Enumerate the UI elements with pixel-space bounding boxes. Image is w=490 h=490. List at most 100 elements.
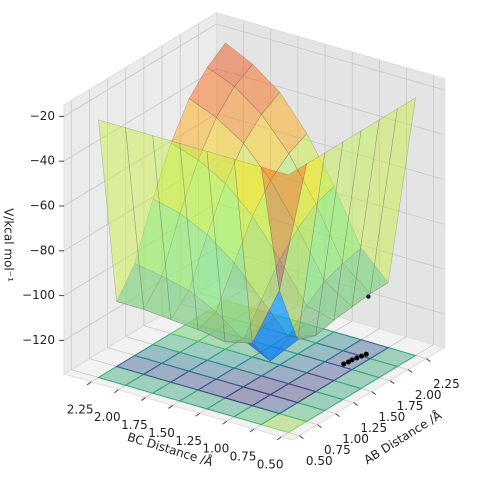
grid-line <box>63 68 217 162</box>
grid-line <box>216 202 445 270</box>
x-tick <box>407 369 413 374</box>
surface-cell <box>297 141 344 341</box>
surface-cell <box>152 142 199 214</box>
y-tick <box>222 420 228 425</box>
x-tick-label: 1.75 <box>397 399 424 413</box>
x-tick <box>353 402 359 407</box>
y-tick-label: 1.00 <box>202 442 229 456</box>
surface-cell <box>261 258 308 338</box>
surface-cell <box>315 185 362 264</box>
surface-cell <box>233 158 280 345</box>
surface-cell <box>143 275 190 320</box>
y-tick <box>86 381 92 386</box>
z-tick-label: −60 <box>30 199 55 213</box>
surface-cell <box>252 179 299 261</box>
surface-cell <box>215 262 262 341</box>
surface-cell <box>369 97 416 295</box>
surface-cell <box>342 247 389 294</box>
surface-cell <box>179 142 226 343</box>
surface-cell <box>279 152 326 341</box>
floor-contour-cell <box>206 299 254 320</box>
trajectory-point <box>345 359 351 365</box>
surface-cell <box>125 127 172 320</box>
surface-cell <box>324 262 371 308</box>
x-tick-label: 1.25 <box>360 421 387 435</box>
x-tick-label: 2.25 <box>433 377 460 391</box>
y-tick-label: 2.25 <box>67 402 94 416</box>
y-tick-label: 1.75 <box>121 418 148 432</box>
x-tick <box>371 391 377 396</box>
surface-cell <box>206 182 253 264</box>
y-tick-label: 1.25 <box>175 434 202 448</box>
x-tick <box>298 435 304 440</box>
y-tick <box>276 436 282 441</box>
grid-line <box>216 68 445 136</box>
surface-cell <box>170 98 217 161</box>
surface-cell <box>243 113 290 181</box>
surface-cell <box>224 142 271 217</box>
grid-line <box>63 158 217 252</box>
z-tick-label: −40 <box>30 154 55 168</box>
z-tick-label: −120 <box>22 333 55 347</box>
surface-cell <box>98 119 145 310</box>
surface-cell <box>116 263 163 310</box>
y-tick <box>113 389 119 394</box>
trajectory-point <box>349 357 355 363</box>
grid-line <box>216 113 445 180</box>
surface-cell <box>134 198 181 277</box>
x-tick-label: 2.00 <box>415 388 442 402</box>
trajectory-point <box>359 353 365 359</box>
surface-cell <box>351 108 398 308</box>
x-tick-label: 1.00 <box>342 432 369 446</box>
z-tick-label: −20 <box>30 109 55 123</box>
x-tick-label: 1.50 <box>379 410 406 424</box>
surface-cell <box>188 66 235 118</box>
trajectory-point <box>363 351 369 357</box>
x-tick-label: 0.75 <box>324 443 351 457</box>
surface-cell <box>197 116 244 184</box>
y-tick-label: 0.50 <box>257 457 284 471</box>
surface-cell <box>251 289 298 362</box>
y-tick-label: 0.75 <box>230 450 257 464</box>
surface-cell <box>242 299 289 362</box>
y-tick-label: 2.00 <box>94 410 121 424</box>
grid-line <box>63 113 217 207</box>
x-tick <box>426 358 431 363</box>
surface-cell <box>152 135 199 330</box>
surface-cell <box>261 91 308 155</box>
grid-line <box>63 23 217 117</box>
grid-line <box>63 247 217 341</box>
surface-cell <box>206 42 254 87</box>
surface-cell <box>297 203 344 282</box>
surface-cell <box>234 63 281 115</box>
x-tick <box>335 413 340 418</box>
z-tick-label: −100 <box>22 288 55 302</box>
grid-line <box>216 23 445 91</box>
y-tick <box>141 397 146 401</box>
surface-cell <box>161 212 208 291</box>
z-axis-label: V/kcal mol⁻¹ <box>2 208 16 282</box>
surface-cell <box>306 280 353 321</box>
surface-cell <box>188 234 235 313</box>
trajectory-point <box>354 355 360 361</box>
surface-cell <box>233 215 280 301</box>
x-tick <box>317 424 322 429</box>
surface-cell <box>197 311 244 343</box>
surface-cell <box>315 130 362 337</box>
y-tick-label: 1.50 <box>148 426 175 440</box>
surface-cell <box>270 153 317 229</box>
side-pane <box>216 12 445 349</box>
surface-cell <box>260 163 308 291</box>
grid-line <box>63 202 217 296</box>
surface-cell <box>279 227 326 307</box>
x-tick-label: 0.50 <box>306 454 333 468</box>
surface-cell <box>288 133 335 205</box>
z-tick-label: −80 <box>30 243 55 257</box>
y-tick <box>249 428 255 433</box>
y-tick <box>195 412 201 417</box>
surface-cell <box>288 305 335 338</box>
grid-line <box>216 247 445 315</box>
surface-cell <box>333 119 380 321</box>
surface-cell <box>270 335 316 362</box>
